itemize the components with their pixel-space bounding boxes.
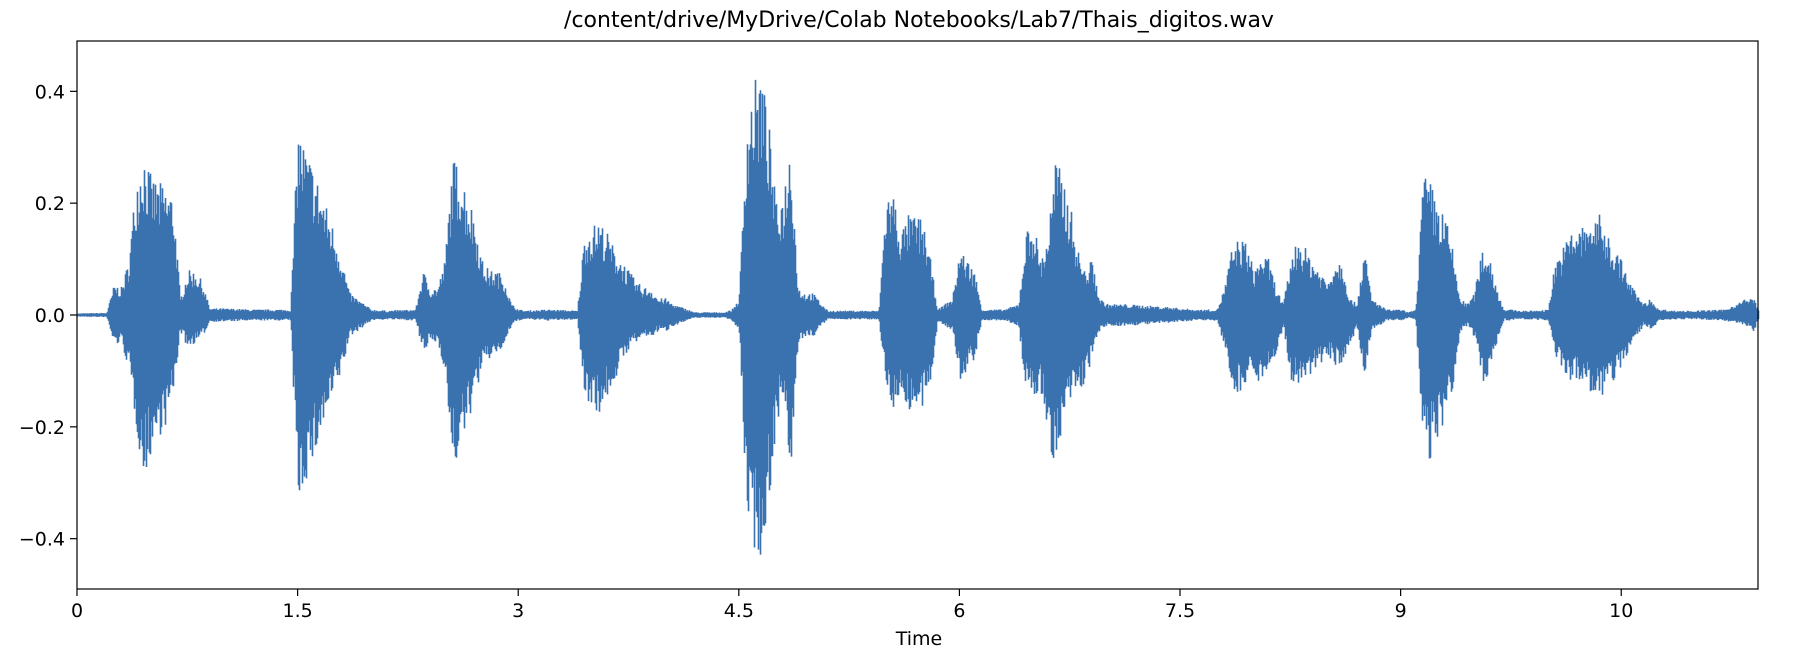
x-tick-label: 3	[512, 600, 524, 622]
waveform-series-0	[76, 79, 1760, 555]
x-tick-label: 6	[953, 600, 965, 622]
x-axis-ticks: 0 1.5 3 4.5 6 7.5 9 10	[71, 589, 1633, 622]
chart-title: /content/drive/MyDrive/Colab Notebooks/L…	[564, 8, 1274, 33]
y-tick-label: 0.2	[35, 193, 65, 215]
x-tick-label: 4.5	[724, 600, 754, 622]
y-tick-label: 0.0	[35, 305, 65, 327]
waveform-layer	[76, 79, 1760, 555]
y-tick-label: −0.4	[19, 529, 65, 551]
x-tick-label: 10	[1609, 600, 1633, 622]
y-tick-label: −0.2	[19, 417, 65, 439]
y-tick-label: 0.4	[35, 81, 65, 103]
x-tick-label: 1.5	[282, 600, 312, 622]
x-tick-label: 0	[71, 600, 83, 622]
y-axis-ticks: 0.4 0.2 0.0 −0.2 −0.4	[19, 81, 77, 551]
x-tick-label: 7.5	[1165, 600, 1195, 622]
x-axis-title: Time	[895, 628, 943, 650]
x-tick-label: 9	[1395, 600, 1407, 622]
